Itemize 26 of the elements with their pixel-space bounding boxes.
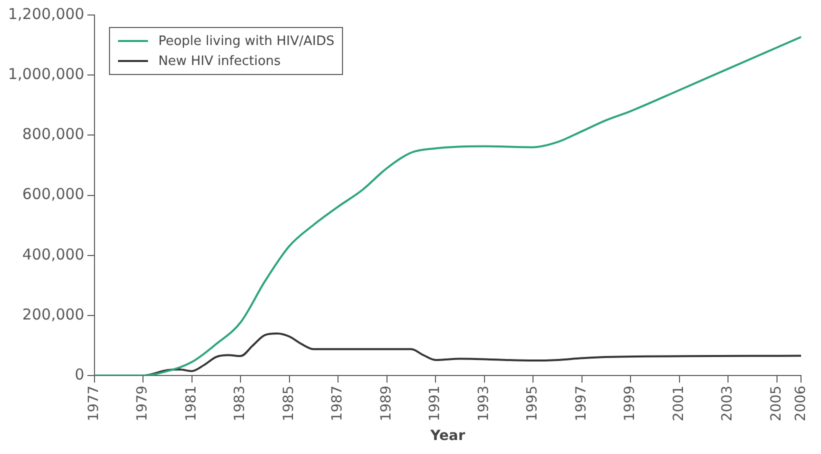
x-tick-label: 1985 — [280, 386, 297, 422]
legend-label: People living with HIV/AIDS — [158, 34, 334, 48]
x-tick-label: 1979 — [134, 386, 151, 422]
x-tick-label: 1983 — [232, 386, 248, 422]
legend-label: New HIV infections — [158, 54, 281, 68]
y-tick-label: 400,000 — [22, 245, 84, 264]
y-tick-label: 800,000 — [22, 125, 84, 144]
x-tick-label: 2006 — [792, 385, 809, 422]
x-tick-label: 1977 — [86, 386, 102, 422]
y-tick-label: 600,000 — [22, 185, 84, 204]
x-tick-label: 2001 — [670, 386, 687, 422]
x-tick-label: 1991 — [427, 386, 444, 422]
x-tick-label: 1987 — [330, 386, 346, 422]
x-axis-title: Year — [429, 428, 466, 444]
y-tick-label: 1,200,000 — [8, 4, 84, 23]
y-tick-label: 0 — [74, 365, 84, 384]
x-tick-label: 1995 — [524, 386, 541, 422]
x-tick-label: 2005 — [768, 386, 784, 422]
x-tick-label: 2003 — [720, 386, 736, 422]
y-tick-label: 1,000,000 — [8, 64, 84, 83]
x-tick-label: 1981 — [183, 386, 200, 422]
x-tick-label: 1997 — [573, 386, 590, 422]
x-tick-label: 1993 — [476, 386, 492, 422]
x-tick-label: 1999 — [622, 386, 638, 422]
y-tick-label: 200,000 — [22, 305, 84, 324]
x-tick-label: 1989 — [378, 386, 394, 422]
